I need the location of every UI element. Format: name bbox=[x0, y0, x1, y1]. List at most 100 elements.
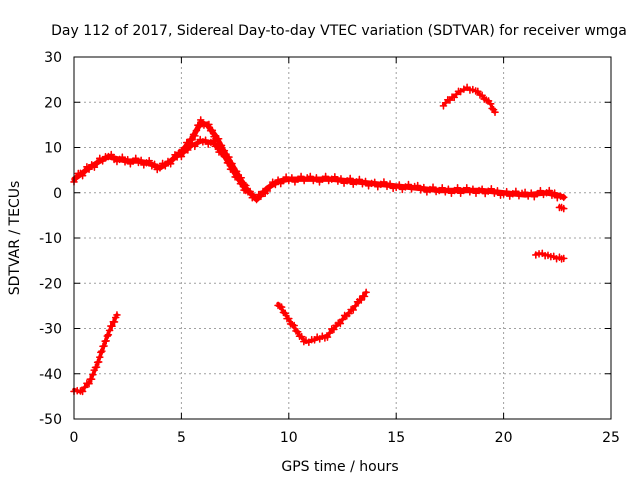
y-tick-label: -30 bbox=[39, 322, 62, 338]
data-point-marker bbox=[361, 177, 370, 186]
x-tick-label: 10 bbox=[280, 430, 298, 446]
data-point-marker bbox=[191, 132, 199, 140]
data-point-marker bbox=[145, 156, 153, 165]
data-point-marker bbox=[78, 171, 87, 180]
series-track-17-20h bbox=[439, 83, 499, 117]
data-point-marker bbox=[559, 254, 568, 263]
data-point-marker bbox=[95, 353, 104, 361]
data-point-marker bbox=[150, 160, 159, 169]
data-point-marker bbox=[281, 309, 290, 318]
data-point-marker bbox=[242, 186, 250, 195]
y-tick-label: 30 bbox=[44, 50, 62, 66]
data-point-marker bbox=[107, 150, 116, 159]
data-point-marker bbox=[266, 182, 274, 191]
data-point-marker bbox=[493, 186, 502, 195]
data-point-marker bbox=[93, 158, 101, 167]
x-axis-label: GPS time / hours bbox=[281, 459, 398, 475]
data-point-marker bbox=[389, 184, 397, 193]
data-point-marker bbox=[395, 181, 404, 189]
data-point-marker bbox=[137, 156, 145, 165]
data-point-marker bbox=[521, 188, 529, 197]
data-point-marker bbox=[533, 189, 542, 198]
data-point-marker bbox=[306, 172, 315, 181]
data-point-marker bbox=[337, 174, 345, 183]
data-point-marker bbox=[156, 164, 164, 172]
data-point-marker bbox=[229, 166, 238, 174]
data-point-marker bbox=[556, 192, 565, 200]
data-point-marker bbox=[131, 154, 140, 163]
data-point-marker bbox=[550, 189, 559, 197]
data-point-marker bbox=[469, 185, 477, 193]
data-point-marker bbox=[271, 180, 280, 189]
data-point-marker bbox=[213, 142, 221, 151]
x-tick-label: 15 bbox=[387, 430, 405, 446]
data-point-marker bbox=[208, 126, 217, 135]
data-point-marker bbox=[234, 173, 243, 182]
data-point-marker bbox=[110, 318, 119, 326]
data-point-marker bbox=[118, 153, 127, 162]
data-point-marker bbox=[323, 333, 332, 341]
data-point-marker bbox=[502, 187, 511, 196]
data-point-marker bbox=[380, 178, 388, 186]
data-point-marker bbox=[277, 303, 286, 311]
data-point-marker bbox=[559, 193, 568, 202]
data-point-marker bbox=[257, 192, 265, 201]
y-tick-label: -10 bbox=[39, 231, 62, 247]
data-point-marker bbox=[209, 136, 218, 145]
series-track-22.6-22.8h-minus3 bbox=[555, 203, 568, 213]
series-track-21.5-22.8h-minus14 bbox=[532, 249, 568, 263]
data-point-marker bbox=[184, 146, 192, 154]
y-axis-label: SDTVAR / TECUs bbox=[7, 181, 23, 296]
grid-layer bbox=[74, 57, 611, 419]
data-point-marker bbox=[238, 180, 247, 188]
data-point-marker bbox=[297, 172, 305, 181]
data-point-marker bbox=[487, 184, 496, 193]
series-lower-bump bbox=[177, 135, 250, 195]
data-point-marker bbox=[282, 173, 290, 181]
y-tick-label: -40 bbox=[39, 367, 62, 383]
data-point-marker bbox=[438, 183, 447, 192]
x-tick-label: 25 bbox=[602, 430, 620, 446]
data-point-marker bbox=[312, 174, 321, 182]
data-point-marker bbox=[85, 379, 93, 388]
data-point-marker bbox=[80, 167, 89, 176]
data-point-marker bbox=[536, 186, 545, 195]
data-point-marker bbox=[355, 175, 364, 184]
data-point-marker bbox=[345, 309, 353, 318]
data-point-marker bbox=[362, 288, 370, 297]
data-point-marker bbox=[252, 195, 261, 204]
data-point-marker bbox=[496, 191, 505, 199]
data-point-marker bbox=[201, 136, 210, 144]
data-point-marker bbox=[462, 183, 471, 192]
data-point-marker bbox=[205, 120, 213, 129]
data-point-marker bbox=[336, 319, 345, 328]
data-point-marker bbox=[386, 180, 394, 188]
series-track-9-14h bbox=[274, 288, 370, 347]
data-point-marker bbox=[166, 159, 175, 168]
data-point-marker bbox=[161, 162, 170, 170]
data-point-marker bbox=[98, 347, 106, 355]
x-tick-label: 0 bbox=[70, 430, 79, 446]
data-point-marker bbox=[94, 358, 103, 366]
data-point-marker bbox=[102, 337, 111, 345]
data-point-marker bbox=[527, 189, 536, 197]
data-point-marker bbox=[90, 163, 99, 171]
data-point-marker bbox=[413, 181, 422, 190]
data-point-marker bbox=[179, 148, 188, 157]
data-point-marker bbox=[263, 187, 272, 195]
data-point-marker bbox=[89, 370, 97, 379]
data-point-marker bbox=[524, 192, 532, 200]
data-point-marker bbox=[346, 174, 354, 183]
data-point-marker bbox=[87, 375, 96, 383]
data-point-marker bbox=[98, 157, 107, 165]
chart-title: Day 112 of 2017, Sidereal Day-to-day VTE… bbox=[51, 23, 627, 39]
data-point-marker bbox=[410, 182, 419, 191]
x-tick-label: 5 bbox=[177, 430, 186, 446]
data-point-marker bbox=[246, 187, 254, 196]
data-point-marker bbox=[491, 108, 499, 117]
data-point-marker bbox=[325, 329, 334, 337]
data-point-marker bbox=[360, 292, 369, 301]
y-tick-label: 20 bbox=[44, 95, 62, 111]
series-track-0-2h bbox=[70, 311, 121, 396]
data-point-marker bbox=[192, 126, 201, 135]
